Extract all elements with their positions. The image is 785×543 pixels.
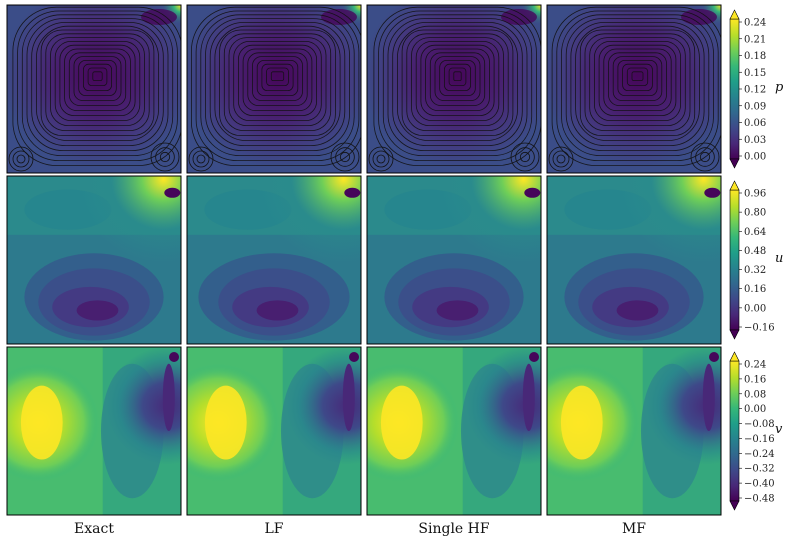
colorbar-tick-label: 0.08: [744, 389, 766, 400]
colorbar-extend-min: [729, 329, 740, 340]
panel-p-single-hf: [366, 4, 542, 174]
panel-p-mf: [546, 4, 722, 174]
panel-v-single-hf: [366, 346, 542, 516]
colorbar-tick-label: 0.16: [744, 374, 766, 385]
colorbar-extend-max: [729, 9, 740, 20]
panel-u-exact: [6, 175, 182, 345]
colorbar-tick-label: 0.00: [744, 152, 766, 163]
panel-u-single-hf: [366, 175, 542, 345]
colorbar-v: 0.24 0.16 0.08 0.00 −0.08 −0.16 −0.24 −0.32 −0.4…: [729, 351, 783, 511]
panel-p-exact: [6, 4, 182, 174]
colorbar-tick-label: −0.08: [744, 419, 775, 430]
colorbar-p: 0.24 0.21 0.18 0.15 0.12 0.09 0.06 0.03 0.00 p: [729, 9, 784, 169]
column-label-single-hf: Single HF: [418, 521, 490, 537]
colorbar-tick-label: −0.16: [744, 323, 775, 334]
colorbar-label-u: u: [775, 251, 783, 266]
colorbar-extend-min: [729, 158, 740, 169]
colorbar-u: 0.96 0.80 0.64 0.48 0.32 0.16 0.00 −0.16 u: [729, 180, 783, 340]
colorbar-tick-label: 0.12: [744, 85, 766, 96]
panel-u-mf: [546, 175, 722, 345]
column-label-exact: Exact: [74, 521, 114, 537]
colorbar-tick-label: 0.16: [744, 284, 766, 295]
colorbar-tick-label: 0.32: [744, 265, 766, 276]
colorbar-label-p: p: [775, 80, 784, 95]
colorbar-tick-label: 0.00: [744, 404, 766, 415]
colorbar-extend-min: [729, 500, 740, 511]
colorbar-label-v: v: [775, 422, 783, 437]
colorbar-extend-max: [729, 351, 740, 362]
colorbar-tick-label: 0.80: [744, 208, 766, 219]
colorbar-tick-label: −0.48: [744, 494, 775, 505]
panel-p-lf: [186, 4, 362, 174]
colorbar-tick-label: 0.48: [744, 246, 766, 257]
panel-u-lf: [186, 175, 362, 345]
colorbar-tick-label: 0.21: [744, 34, 766, 45]
colorbar-tick-label: 0.18: [744, 51, 766, 62]
column-label-mf: MF: [621, 521, 647, 537]
column-label-lf: LF: [264, 521, 284, 537]
colorbar-tick-label: 0.00: [744, 303, 766, 314]
colorbar-tick-label: 0.24: [744, 18, 766, 29]
colorbar-tick-label: 0.09: [744, 101, 766, 112]
colorbar-tick-label: 0.64: [744, 227, 766, 238]
colorbar-tick-label: 0.03: [744, 135, 766, 146]
colorbar-tick-label: −0.32: [744, 464, 775, 475]
colorbar-tick-label: 0.15: [744, 68, 766, 79]
panel-v-exact: [6, 346, 182, 516]
colorbar-tick-label: −0.16: [744, 434, 775, 445]
colorbar-tick-label: 0.24: [744, 360, 766, 371]
colorbar-tick-label: 0.96: [744, 189, 766, 200]
colorbar-tick-label: 0.06: [744, 118, 766, 129]
colorbar-tick-label: −0.40: [744, 479, 775, 490]
colorbar-extend-max: [729, 180, 740, 191]
panel-v-lf: [186, 346, 362, 516]
colorbar-tick-label: −0.24: [744, 449, 775, 460]
panel-v-mf: [546, 346, 722, 516]
